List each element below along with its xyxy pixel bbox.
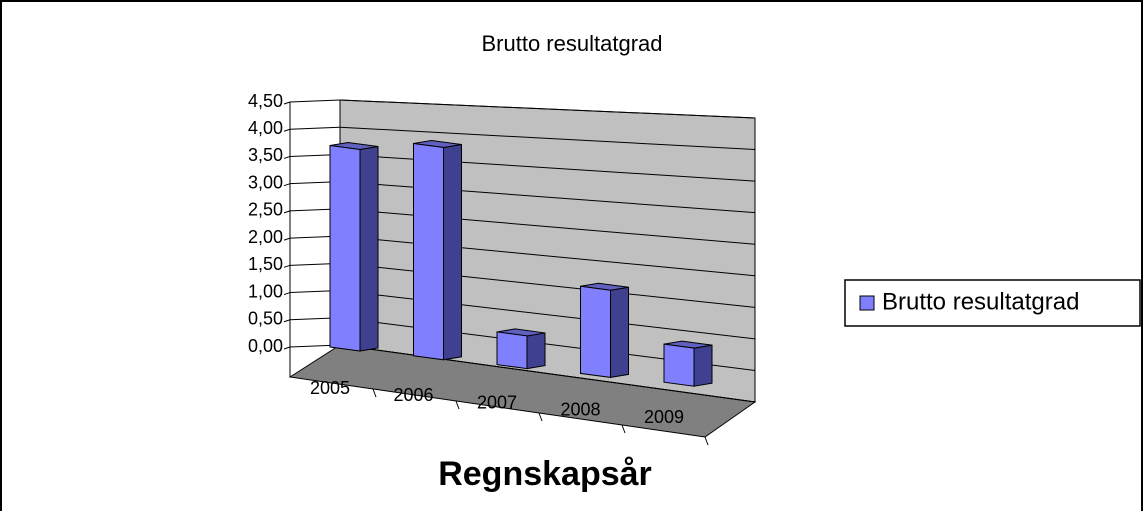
y-tick	[283, 264, 291, 268]
grid-line	[339, 126, 756, 151]
y-tick-label: 3,50	[248, 145, 283, 165]
legend	[844, 279, 1141, 327]
bar-side	[443, 143, 462, 361]
x-tick	[704, 436, 709, 446]
y-tick-label: 3,00	[248, 172, 283, 192]
grid-line	[339, 181, 756, 214]
y-tick-label: 4,00	[248, 118, 283, 138]
legend-swatch	[859, 295, 875, 311]
y-tick-label: 2,50	[248, 200, 283, 220]
y-tick	[283, 101, 291, 105]
bar	[329, 144, 361, 352]
y-tick-label: 2,00	[248, 227, 283, 247]
x-axis-title: Regnskapsår	[438, 455, 652, 493]
y-tick	[283, 155, 291, 159]
x-tick	[538, 412, 543, 422]
x-tick-label: 2006	[393, 385, 433, 405]
x-tick-label: 2008	[560, 400, 600, 420]
x-tick-label: 2005	[310, 378, 350, 398]
grid-line-side	[289, 126, 341, 130]
grid-line	[339, 290, 756, 340]
grid-line	[339, 262, 756, 308]
bar	[580, 285, 611, 378]
y-tick	[283, 346, 291, 350]
grid-line	[339, 235, 756, 277]
grid-line	[339, 344, 756, 403]
bar	[413, 142, 444, 361]
bar-side	[359, 145, 379, 352]
y-tick	[283, 183, 291, 187]
x-tick-label: 2009	[644, 407, 684, 427]
bar-side	[693, 344, 713, 387]
grid-line	[339, 208, 756, 245]
y-tick-label: 1,50	[248, 254, 283, 274]
grid-line-side	[289, 99, 341, 103]
legend-label: Brutto resultatgrad	[882, 288, 1079, 315]
y-tick	[283, 210, 291, 214]
x-tick	[455, 400, 460, 410]
y-tick-label: 0,50	[248, 309, 283, 329]
bar-side	[526, 332, 546, 370]
y-tick	[283, 237, 291, 241]
bar	[663, 343, 695, 387]
grid-line	[339, 153, 756, 182]
y-tick-label: 1,00	[248, 281, 283, 301]
x-tick-label: 2007	[477, 392, 517, 412]
y-tick-label: 0,00	[248, 336, 283, 356]
chart-title: Brutto resultatgrad	[482, 31, 663, 56]
y-tick	[283, 319, 291, 323]
y-tick	[283, 128, 291, 132]
y-tick	[283, 292, 291, 296]
y-tick-label: 4,50	[248, 91, 283, 111]
grid-line	[339, 99, 756, 119]
bar-side	[610, 286, 629, 378]
x-tick	[372, 388, 377, 398]
x-tick	[621, 424, 626, 434]
bar	[496, 331, 528, 370]
